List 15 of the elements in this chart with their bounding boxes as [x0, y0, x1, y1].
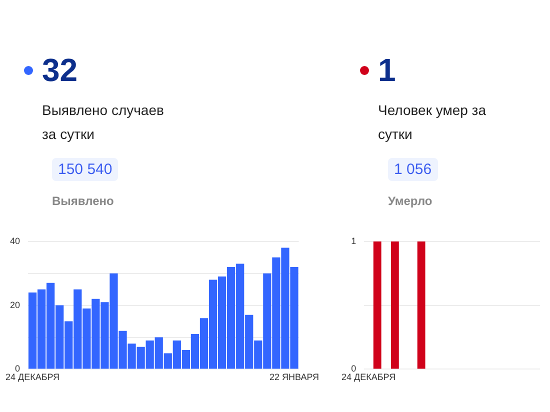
chart-subtitle: Человек умер за сутки	[378, 101, 487, 144]
y-tick-label: 0	[351, 364, 356, 374]
x-tick-label: 24 ДЕКАБРЯ	[342, 372, 396, 382]
text: 1 056	[388, 158, 438, 181]
y-tick-label: 20	[10, 300, 20, 310]
y-tick-label: 0	[14, 364, 20, 374]
text: Умерло	[388, 194, 432, 208]
x-tick-label: 24 ДЕКАБРЯ	[5, 372, 60, 382]
chart-title: 1	[378, 51, 396, 90]
text: Выявлено	[52, 194, 114, 208]
y-tick-label: 40	[10, 236, 20, 246]
chart-title: 32	[42, 51, 78, 90]
x-tick-label: 22 ЯНВАРЯ	[269, 372, 320, 382]
text: 150 540	[52, 158, 118, 181]
chart-subtitle: Выявлено случаев за сутки	[42, 101, 165, 144]
